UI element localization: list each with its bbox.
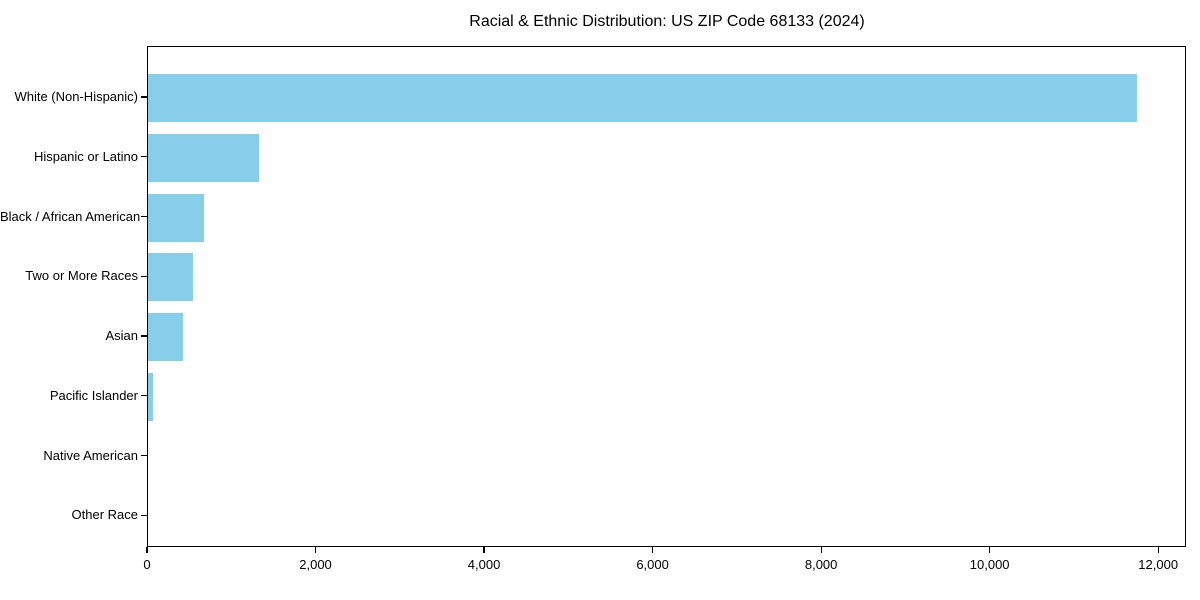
x-tick-label: 8,000	[804, 557, 838, 572]
x-tick-mark	[820, 547, 822, 553]
bar-two-or-more-races	[148, 253, 193, 302]
x-tick-mark	[651, 547, 654, 553]
chart-title: Racial & Ethnic Distribution: US ZIP Cod…	[469, 13, 865, 30]
y-tick-mark	[141, 395, 147, 397]
y-tick-label: Hispanic or Latino	[33, 148, 138, 164]
y-tick-mark	[141, 514, 147, 516]
bar-hispanic-or-latino	[148, 133, 260, 182]
y-tick-mark	[141, 215, 147, 218]
bar-pacific-islander	[148, 372, 154, 421]
y-tick-mark	[141, 454, 147, 457]
x-tick-mark	[1157, 547, 1159, 553]
x-tick-label: 4,000	[467, 557, 501, 572]
y-tick-mark	[141, 96, 147, 98]
x-tick-label: 10,000	[969, 557, 1010, 572]
y-tick-label: Black / African American	[0, 208, 141, 224]
bar-black-african-american	[148, 193, 205, 242]
y-tick-label: Asian	[105, 328, 138, 343]
y-tick-mark	[141, 156, 147, 158]
y-tick-label: Other Race	[71, 507, 138, 523]
x-tick-mark	[314, 547, 317, 553]
y-tick-label: Pacific Islander	[49, 387, 138, 403]
y-tick-mark	[141, 275, 147, 277]
x-tick-mark	[146, 547, 148, 553]
x-tick-label: 6,000	[636, 557, 669, 572]
bar-asian	[148, 313, 184, 361]
x-tick-mark	[483, 547, 485, 553]
plot-area	[147, 46, 1186, 547]
x-tick-label: 2,000	[299, 557, 332, 572]
y-tick-label: Two or More Races	[25, 268, 138, 284]
x-tick-label: 0	[143, 557, 151, 572]
y-tick-mark	[141, 335, 147, 337]
x-tick-mark	[989, 547, 991, 553]
y-tick-label: White (Non-Hispanic)	[14, 89, 138, 104]
bar-white-non-hispanic	[148, 74, 1138, 122]
x-tick-label: 12,000	[1138, 557, 1179, 572]
y-tick-label: Native American	[43, 447, 138, 463]
